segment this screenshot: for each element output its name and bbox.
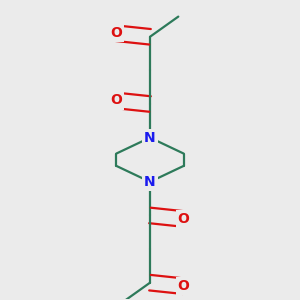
Text: O: O (178, 212, 190, 226)
Text: O: O (178, 279, 190, 293)
Text: O: O (110, 26, 122, 40)
Text: N: N (144, 130, 156, 145)
Text: O: O (110, 94, 122, 107)
Text: N: N (144, 175, 156, 189)
